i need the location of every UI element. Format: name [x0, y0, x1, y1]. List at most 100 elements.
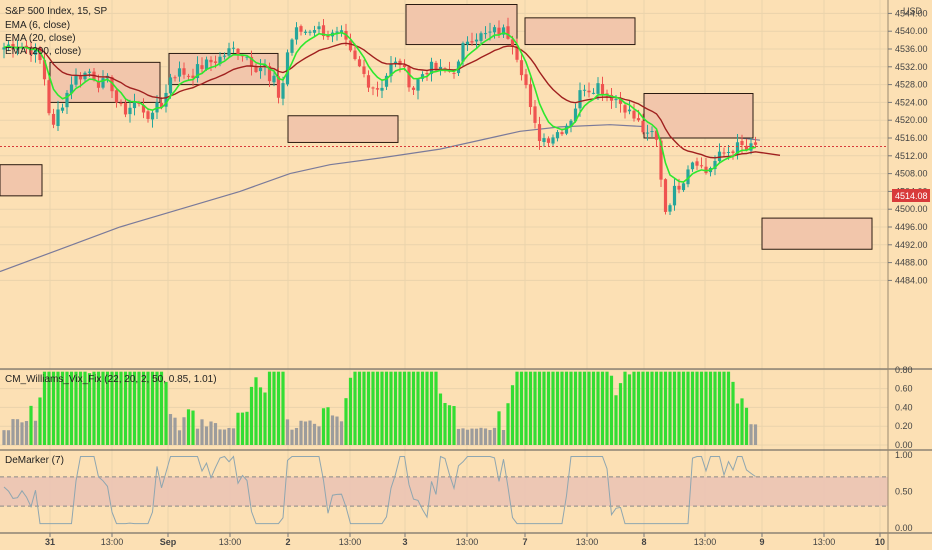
vix-bar-high [744, 407, 749, 445]
candle-down [470, 41, 474, 43]
vix-bar-high [708, 371, 713, 445]
vix-bar-high [123, 371, 128, 445]
vix-bar-high [578, 371, 582, 445]
vix-bar-high [128, 371, 132, 445]
vix-bar [168, 414, 173, 445]
candle-down [173, 77, 177, 79]
vix-bar [33, 420, 38, 445]
vix-bar-high [267, 371, 272, 445]
vix-bar-high [366, 371, 371, 445]
symbol-title[interactable]: S&P 500 Index, 15, SP [5, 6, 107, 17]
candle-up [479, 33, 483, 41]
vix-bar [330, 415, 335, 445]
vix-bar-high [42, 371, 47, 445]
candle-up [713, 160, 717, 170]
candle-up [627, 109, 632, 112]
vix-bar-high [164, 381, 168, 445]
candle-layer[interactable] [2, 17, 758, 215]
price-ticks: 4544.00 4540.00 4536.00 4532.00 4528.00 4524.… [888, 8, 928, 285]
time-axis[interactable]: 31 13:00 Sep 13:00 2 13:00 3 13:00 7 13:00 8 13:00 9… [45, 533, 885, 547]
candle-up [551, 137, 555, 144]
vix-bar-high [254, 377, 258, 445]
demarker-title[interactable]: DeMarker (7) [5, 455, 64, 466]
vix-bar-high [663, 371, 668, 445]
candle-down [506, 26, 510, 39]
vix-bar-high [258, 387, 263, 445]
candle-down [186, 75, 191, 77]
candle-up [389, 64, 393, 77]
candle-up [438, 66, 443, 70]
candle-up [578, 90, 582, 109]
candle-up [69, 84, 74, 94]
vix-bar-high [96, 371, 101, 445]
candle-up [177, 68, 182, 77]
candle-up [596, 83, 600, 94]
vix-bar-high [371, 371, 375, 445]
vix-bar-high [114, 371, 119, 445]
vix-bar [294, 427, 299, 445]
vix-bar-high [596, 371, 600, 445]
candle-down [740, 141, 744, 146]
candle-down [533, 106, 537, 123]
vix-bar [20, 422, 24, 445]
vix-bar-high [636, 371, 641, 445]
candle-up [726, 151, 731, 153]
ema200-line [0, 124, 761, 273]
candle-up [222, 55, 227, 57]
candle-up [204, 59, 209, 70]
vix-bar-high [276, 371, 281, 445]
price-axis[interactable]: USD 4544.004540.004536.004532.004528.004… [888, 6, 930, 285]
vix-bar-high [411, 371, 416, 445]
vix-bar-high [38, 397, 42, 445]
candle-down [29, 47, 33, 55]
candle-up [501, 27, 506, 35]
vix-bar-high [704, 371, 708, 445]
candle-up [614, 99, 618, 101]
legend-ema6[interactable]: EMA (6, close) [5, 20, 70, 31]
vix-bar [2, 430, 6, 445]
vix-bar-high [74, 371, 78, 445]
vix-bar [483, 428, 488, 445]
demarker-tick-label: 0.00 [895, 523, 913, 533]
vix-bar [501, 429, 506, 445]
vix-bar [290, 429, 294, 445]
price-tick-label: 4484.00 [895, 275, 928, 285]
candle-up [650, 131, 654, 133]
vix-bar-high [191, 410, 195, 445]
vix-bar [200, 419, 204, 445]
vix-bar-high [524, 371, 528, 445]
candle-up [380, 87, 384, 91]
vix-bar [6, 430, 11, 445]
candle-up [645, 132, 650, 134]
candle-down [47, 80, 51, 114]
candle-down [78, 76, 83, 80]
time-tick-label: 10 [875, 537, 885, 547]
vix-bar-high [627, 374, 632, 445]
vix-title[interactable]: CM_Williams_Vix_Fix (22, 20, 2, 50, 0.85… [5, 374, 217, 385]
vix-bar-high [375, 371, 380, 445]
candle-up [258, 67, 263, 72]
vix-bar-high [587, 371, 591, 445]
legend-ema20[interactable]: EMA (20, close) [5, 33, 76, 44]
candle-up [735, 142, 740, 154]
candle-down [537, 124, 542, 141]
vix-bar-high [447, 405, 452, 445]
candle-up [245, 56, 249, 58]
vix-bar-high [677, 371, 681, 445]
vix-bar-high [497, 411, 501, 445]
candle-up [101, 78, 105, 88]
vix-bar [231, 428, 236, 445]
vix-bar-high [555, 371, 560, 445]
candle-up [384, 75, 389, 87]
vix-bar [335, 416, 339, 445]
legend-ema200[interactable]: EMA (200, close) [5, 46, 81, 57]
candle-up [582, 89, 587, 91]
vix-bar-high [735, 403, 740, 445]
time-tick-label: 2 [285, 537, 290, 547]
vix-bar-high [654, 371, 659, 445]
candle-up [15, 48, 20, 50]
candle-up [132, 102, 137, 109]
candle-down [321, 25, 326, 37]
candle-up [128, 107, 132, 115]
